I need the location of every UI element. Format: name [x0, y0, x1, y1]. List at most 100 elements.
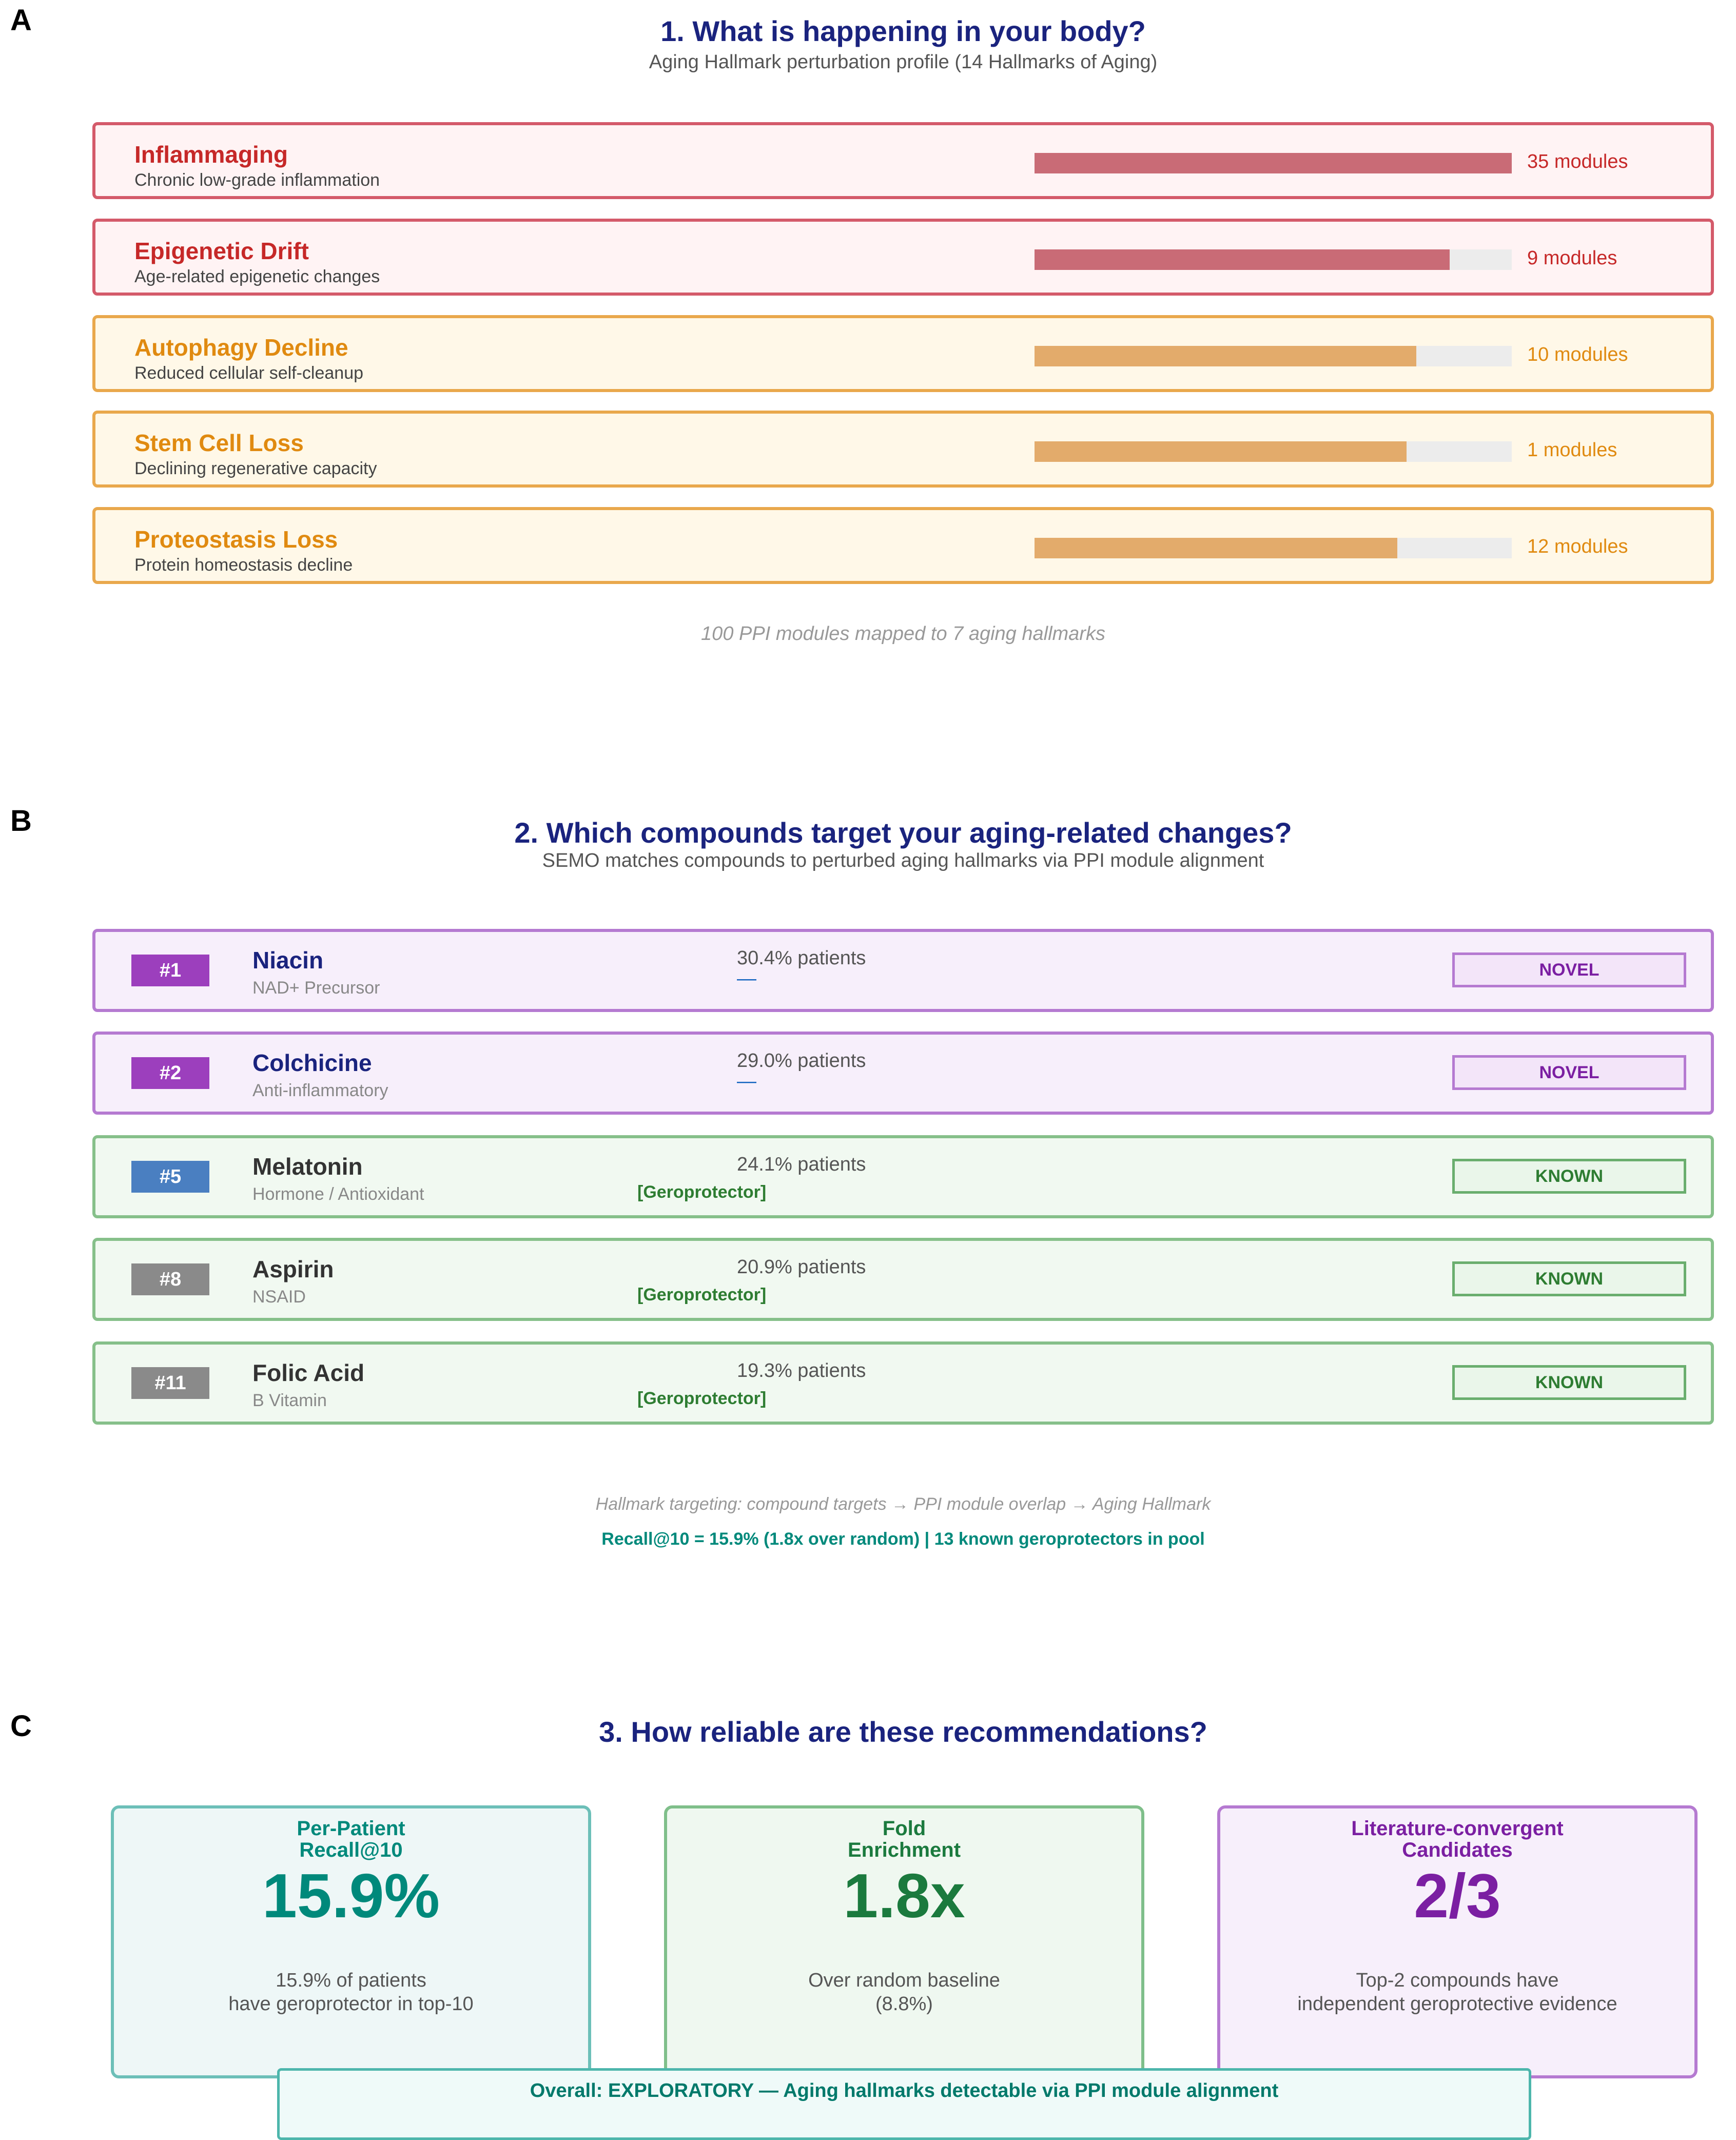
metric-card: Per-Patient Recall@10 15.9% 15.9% of patien…: [111, 1805, 591, 2078]
hallmark-description: Declining regenerative capacity: [134, 459, 377, 478]
geroprotector-tag: [Geroprotector]: [637, 1285, 767, 1305]
compound-patient-percent: 19.3% patients: [737, 1360, 866, 1382]
compound-row: #5 Melatonin Hormone / Antioxidant 24.1% pa…: [92, 1135, 1714, 1218]
hallmark-bar-fill: [1035, 249, 1450, 270]
hallmark-module-count: 35 modules: [1527, 151, 1628, 172]
metric-label-line-1: Per-Patient: [297, 1817, 405, 1840]
compound-class: Anti-inflammatory: [252, 1081, 388, 1100]
recall-summary: Recall@10 = 15.9% (1.8x over random) | 1…: [601, 1529, 1205, 1549]
panel-b-footnote: Hallmark targeting: compound targets → P…: [595, 1494, 1211, 1514]
hallmark-bar-track: [1035, 538, 1512, 558]
panel-a-subtitle: Aging Hallmark perturbation profile (14 …: [649, 51, 1158, 73]
compound-patient-percent: 30.4% patients: [737, 947, 866, 969]
panel-letter-b: B: [10, 804, 32, 838]
panel-a-footnote: 100 PPI modules mapped to 7 aging hallma…: [701, 623, 1105, 645]
compound-status-badge: NOVEL: [1452, 1055, 1686, 1090]
compound-rank-badge: #2: [131, 1057, 209, 1089]
hallmark-description: Reduced cellular self-cleanup: [134, 363, 364, 383]
hallmark-description: Age-related epigenetic changes: [134, 267, 380, 286]
panel-letter-c: C: [10, 1709, 32, 1743]
hallmark-module-count: 9 modules: [1527, 247, 1617, 269]
hallmark-bar-fill: [1035, 441, 1407, 462]
compound-name: Folic Acid: [252, 1359, 365, 1386]
metric-label-line-2: Recall@10: [299, 1839, 403, 1861]
compound-patient-percent: 29.0% patients: [737, 1050, 866, 1072]
metric-description: Over random baseline (8.8%): [667, 1969, 1141, 2016]
hallmark-module-count: 1 modules: [1527, 439, 1617, 461]
hallmark-bar-track: [1035, 153, 1512, 173]
hallmark-bar-fill: [1035, 538, 1397, 558]
compound-name: Aspirin: [252, 1256, 334, 1282]
metric-label: Literature-convergent Candidates: [1220, 1818, 1694, 1861]
hallmark-bar-fill: [1035, 346, 1416, 366]
compound-name: Melatonin: [252, 1153, 363, 1180]
metric-description: 15.9% of patients have geroprotector in t…: [114, 1969, 588, 2016]
metric-value: 2/3: [1414, 1861, 1501, 1931]
hallmark-description: Protein homeostasis decline: [134, 555, 353, 575]
hallmark-bar-track: [1035, 346, 1512, 366]
metric-description: Top-2 compounds have independent geroprot…: [1220, 1969, 1694, 2016]
compound-status-badge: KNOWN: [1452, 1365, 1686, 1400]
panel-b-subtitle: SEMO matches compounds to perturbed agin…: [542, 850, 1264, 871]
hallmark-name: Stem Cell Loss: [134, 430, 304, 456]
hallmark-row: Stem Cell Loss Declining regenerative cap…: [92, 411, 1714, 488]
geroprotector-tag: [Geroprotector]: [637, 1389, 767, 1408]
compound-row: #8 Aspirin NSAID 20.9% patients [Geroprotect…: [92, 1238, 1714, 1321]
hallmark-row: Autophagy Decline Reduced cellular self-c…: [92, 315, 1714, 392]
compound-rank-badge: #8: [131, 1263, 209, 1295]
compound-class: B Vitamin: [252, 1391, 327, 1410]
metric-description-line-1: Over random baseline: [808, 1970, 1000, 1991]
geroprotector-tag: [Geroprotector]: [637, 1182, 767, 1202]
hallmark-name: Epigenetic Drift: [134, 238, 309, 264]
compound-name: Niacin: [252, 947, 324, 974]
compound-status-badge: KNOWN: [1452, 1261, 1686, 1296]
compound-rank-badge: #5: [131, 1161, 209, 1193]
no-annotation-mark: —: [737, 968, 756, 989]
metric-label: Per-Patient Recall@10: [114, 1818, 588, 1861]
compound-row: #2 Colchicine Anti-inflammatory 29.0% patie…: [92, 1032, 1714, 1115]
compound-status-badge: KNOWN: [1452, 1159, 1686, 1194]
compound-patient-percent: 20.9% patients: [737, 1256, 866, 1278]
metric-value: 1.8x: [843, 1861, 965, 1931]
compound-class: NAD+ Precursor: [252, 978, 380, 998]
metric-description-line-2: have geroprotector in top-10: [228, 1993, 474, 2015]
hallmark-name: Inflammaging: [134, 141, 288, 168]
compound-rank-badge: #1: [131, 955, 209, 986]
compound-name: Colchicine: [252, 1049, 372, 1076]
hallmark-description: Chronic low-grade inflammation: [134, 170, 380, 190]
metric-label: Fold Enrichment: [667, 1818, 1141, 1861]
metric-label-line-1: Literature-convergent: [1351, 1817, 1564, 1840]
hallmark-row: Inflammaging Chronic low-grade inflammati…: [92, 122, 1714, 199]
hallmark-bar-track: [1035, 441, 1512, 462]
compound-class: NSAID: [252, 1287, 306, 1307]
hallmark-row: Epigenetic Drift Age-related epigenetic c…: [92, 219, 1714, 296]
hallmark-module-count: 10 modules: [1527, 344, 1628, 365]
hallmark-name: Proteostasis Loss: [134, 526, 338, 553]
metric-description-line-2: (8.8%): [875, 1993, 933, 2015]
panel-b-title: 2. Which compounds target your aging-rel…: [514, 816, 1292, 849]
compound-patient-percent: 24.1% patients: [737, 1154, 866, 1175]
metric-description-line-2: independent geroprotective evidence: [1297, 1993, 1617, 2015]
no-annotation-mark: —: [737, 1071, 756, 1092]
compound-status-badge: NOVEL: [1452, 952, 1686, 987]
compound-rank-badge: #11: [131, 1367, 209, 1399]
compound-row: #1 Niacin NAD+ Precursor 30.4% patients — NOV…: [92, 929, 1714, 1012]
metric-card: Literature-convergent Candidates 2/3 Top-2 …: [1217, 1805, 1698, 2078]
hallmark-name: Autophagy Decline: [134, 334, 348, 361]
hallmark-row: Proteostasis Loss Protein homeostasis dec…: [92, 507, 1714, 584]
hallmark-module-count: 12 modules: [1527, 536, 1628, 557]
metric-card: Fold Enrichment 1.8x Over random baseline (8…: [664, 1805, 1144, 2078]
compound-class: Hormone / Antioxidant: [252, 1184, 424, 1204]
hallmark-bar-fill: [1035, 153, 1512, 173]
metric-description-line-1: 15.9% of patients: [276, 1970, 426, 1991]
metric-value: 15.9%: [262, 1861, 440, 1931]
hallmark-bar-track: [1035, 249, 1512, 270]
metric-label-line-1: Fold: [882, 1817, 926, 1840]
overall-verdict: Overall: EXPLORATORY — Aging hallmarks d…: [530, 2080, 1279, 2102]
panel-a-title: 1. What is happening in your body?: [660, 15, 1146, 47]
panel-c-title: 3. How reliable are these recommendation…: [599, 1716, 1207, 1748]
compound-row: #11 Folic Acid B Vitamin 19.3% patients [Ger…: [92, 1341, 1714, 1425]
overall-verdict-box: Overall: EXPLORATORY — Aging hallmarks d…: [277, 2068, 1531, 2140]
metric-label-line-2: Enrichment: [847, 1839, 961, 1861]
metric-description-line-1: Top-2 compounds have: [1356, 1970, 1559, 1991]
